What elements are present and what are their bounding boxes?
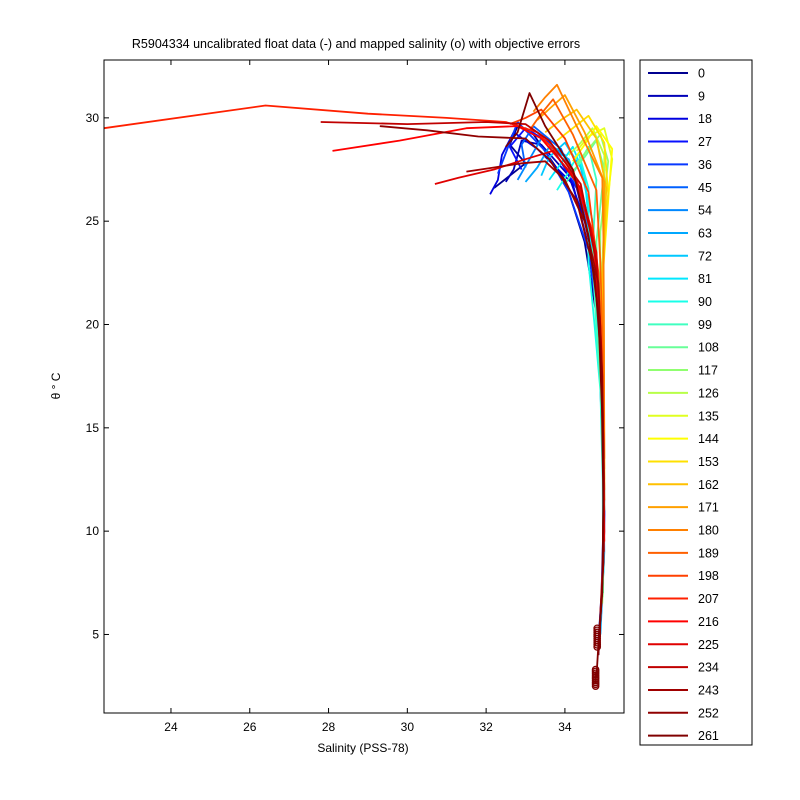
legend-label-81: 81 xyxy=(698,272,712,286)
legend-label-162: 162 xyxy=(698,478,719,492)
x-axis-label: Salinity (PSS-78) xyxy=(317,741,408,755)
legend-label-198: 198 xyxy=(698,569,719,583)
legend-label-261: 261 xyxy=(698,729,719,743)
mapped-salinity-marker xyxy=(593,624,602,633)
legend-label-99: 99 xyxy=(698,318,712,332)
legend-label-9: 9 xyxy=(698,89,705,103)
y-axis: 5 10 15 20 25 30 xyxy=(86,111,624,641)
mapped-salinity-marker xyxy=(591,665,600,674)
legend-label-54: 54 xyxy=(698,204,712,218)
x-tick-label: 24 xyxy=(164,720,178,734)
x-tick-label: 32 xyxy=(479,720,493,734)
y-tick-label: 15 xyxy=(86,421,100,435)
legend-label-108: 108 xyxy=(698,341,719,355)
plot-lines xyxy=(103,83,614,678)
legend-label-36: 36 xyxy=(698,158,712,172)
legend-label-144: 144 xyxy=(698,432,719,446)
legend-label-225: 225 xyxy=(698,638,719,652)
legend-label-63: 63 xyxy=(698,226,712,240)
legend-label-153: 153 xyxy=(698,455,719,469)
x-tick-label: 28 xyxy=(322,720,336,734)
legend-label-18: 18 xyxy=(698,112,712,126)
y-tick-label: 5 xyxy=(92,627,99,641)
legend-box xyxy=(639,59,753,746)
legend-label-135: 135 xyxy=(698,409,719,423)
legend-label-171: 171 xyxy=(698,501,719,515)
plot-area-frame xyxy=(103,59,625,714)
profile-line-180 xyxy=(532,83,606,459)
legend-label-0: 0 xyxy=(698,67,705,81)
profile-line-261 xyxy=(505,92,605,678)
legend-label-189: 189 xyxy=(698,546,719,560)
legend-label-90: 90 xyxy=(698,295,712,309)
legend-label-216: 216 xyxy=(698,615,719,629)
legend-label-243: 243 xyxy=(698,683,719,697)
y-axis-label: θ ° C xyxy=(49,372,63,399)
x-tick-label: 30 xyxy=(401,720,415,734)
x-axis: 24 26 28 30 32 34 xyxy=(164,60,572,734)
x-tick-label: 34 xyxy=(558,720,572,734)
y-tick-label: 20 xyxy=(86,318,100,332)
legend-label-207: 207 xyxy=(698,592,719,606)
legend-label-72: 72 xyxy=(698,249,712,263)
y-tick-label: 25 xyxy=(86,214,100,228)
legend-label-126: 126 xyxy=(698,386,719,400)
legend: 0 9 18 27 36 45 54 63 72 81 90 99 108 117 126 135 144 153… xyxy=(648,67,719,743)
legend-label-180: 180 xyxy=(698,524,719,538)
legend-label-45: 45 xyxy=(698,181,712,195)
x-tick-label: 26 xyxy=(243,720,257,734)
legend-label-27: 27 xyxy=(698,135,712,149)
y-tick-label: 30 xyxy=(86,111,100,125)
legend-label-252: 252 xyxy=(698,706,719,720)
legend-label-234: 234 xyxy=(698,661,719,675)
chart-title: R5904334 uncalibrated float data (-) and… xyxy=(132,37,580,51)
y-tick-label: 10 xyxy=(86,524,100,538)
legend-label-117: 117 xyxy=(698,364,718,378)
mapped-markers xyxy=(591,624,602,690)
